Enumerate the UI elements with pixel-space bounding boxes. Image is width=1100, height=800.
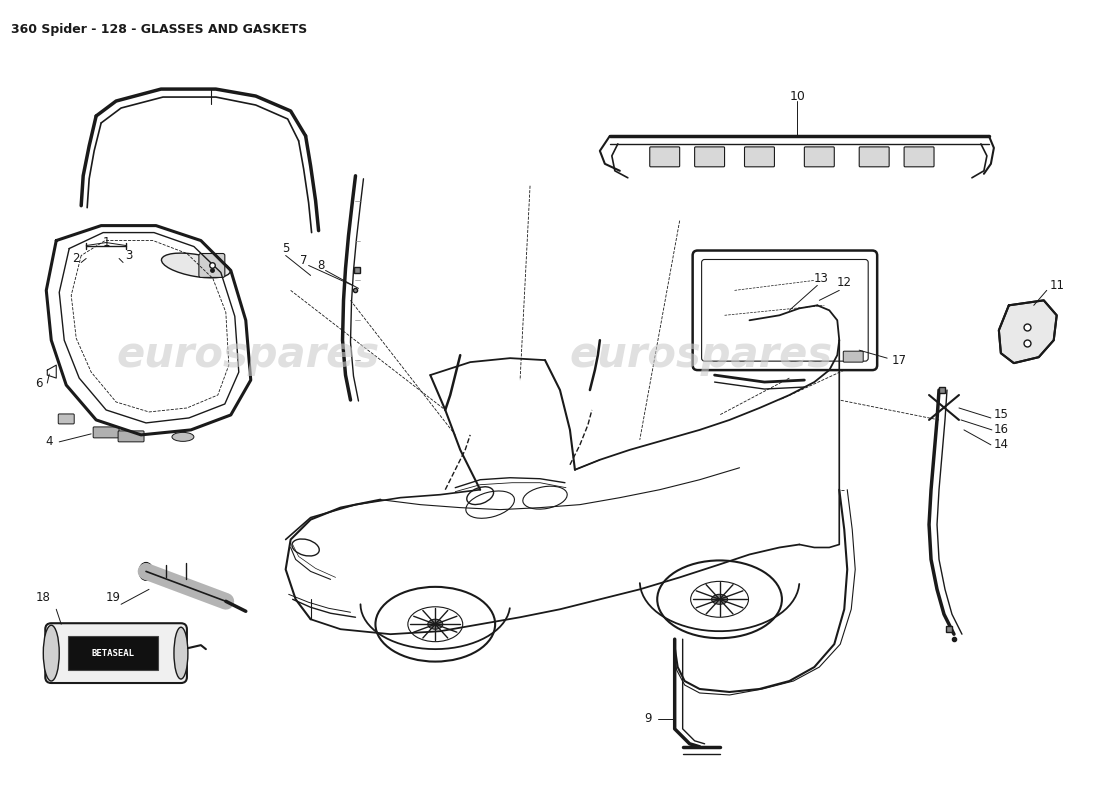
FancyBboxPatch shape	[694, 147, 725, 167]
Text: 7: 7	[300, 254, 307, 267]
FancyBboxPatch shape	[904, 147, 934, 167]
Text: 4: 4	[45, 435, 53, 448]
Text: 13: 13	[814, 272, 828, 285]
Ellipse shape	[162, 253, 230, 278]
Ellipse shape	[172, 432, 194, 442]
Text: 19: 19	[106, 591, 121, 604]
Text: 11: 11	[1049, 279, 1064, 292]
FancyBboxPatch shape	[58, 414, 74, 424]
Text: 3: 3	[125, 249, 133, 262]
FancyBboxPatch shape	[745, 147, 774, 167]
Ellipse shape	[712, 594, 727, 604]
Text: 1: 1	[102, 236, 110, 249]
Text: 10: 10	[790, 90, 805, 102]
FancyBboxPatch shape	[859, 147, 889, 167]
FancyBboxPatch shape	[199, 254, 224, 278]
FancyBboxPatch shape	[118, 431, 144, 442]
Text: 360 Spider - 128 - GLASSES AND GASKETS: 360 Spider - 128 - GLASSES AND GASKETS	[11, 23, 308, 36]
FancyBboxPatch shape	[68, 636, 158, 670]
FancyBboxPatch shape	[94, 427, 119, 438]
Polygon shape	[999, 300, 1057, 363]
Ellipse shape	[174, 627, 188, 679]
Text: 14: 14	[993, 438, 1009, 451]
Ellipse shape	[139, 562, 153, 580]
Text: eurospares: eurospares	[117, 334, 380, 376]
FancyBboxPatch shape	[804, 147, 834, 167]
Ellipse shape	[43, 626, 59, 681]
Text: 16: 16	[993, 423, 1009, 436]
Text: eurospares: eurospares	[570, 334, 833, 376]
Ellipse shape	[428, 619, 443, 630]
FancyBboxPatch shape	[650, 147, 680, 167]
Text: 17: 17	[892, 354, 906, 366]
FancyBboxPatch shape	[844, 351, 864, 362]
Text: 2: 2	[73, 252, 80, 265]
Text: 9: 9	[644, 712, 651, 726]
Text: 8: 8	[317, 259, 324, 272]
Text: 18: 18	[36, 591, 51, 604]
FancyBboxPatch shape	[45, 623, 187, 683]
Text: 15: 15	[993, 409, 1009, 422]
Text: 6: 6	[35, 377, 43, 390]
Text: BETASEAL: BETASEAL	[91, 649, 134, 658]
Text: 5: 5	[282, 242, 289, 255]
Text: 12: 12	[837, 276, 851, 289]
